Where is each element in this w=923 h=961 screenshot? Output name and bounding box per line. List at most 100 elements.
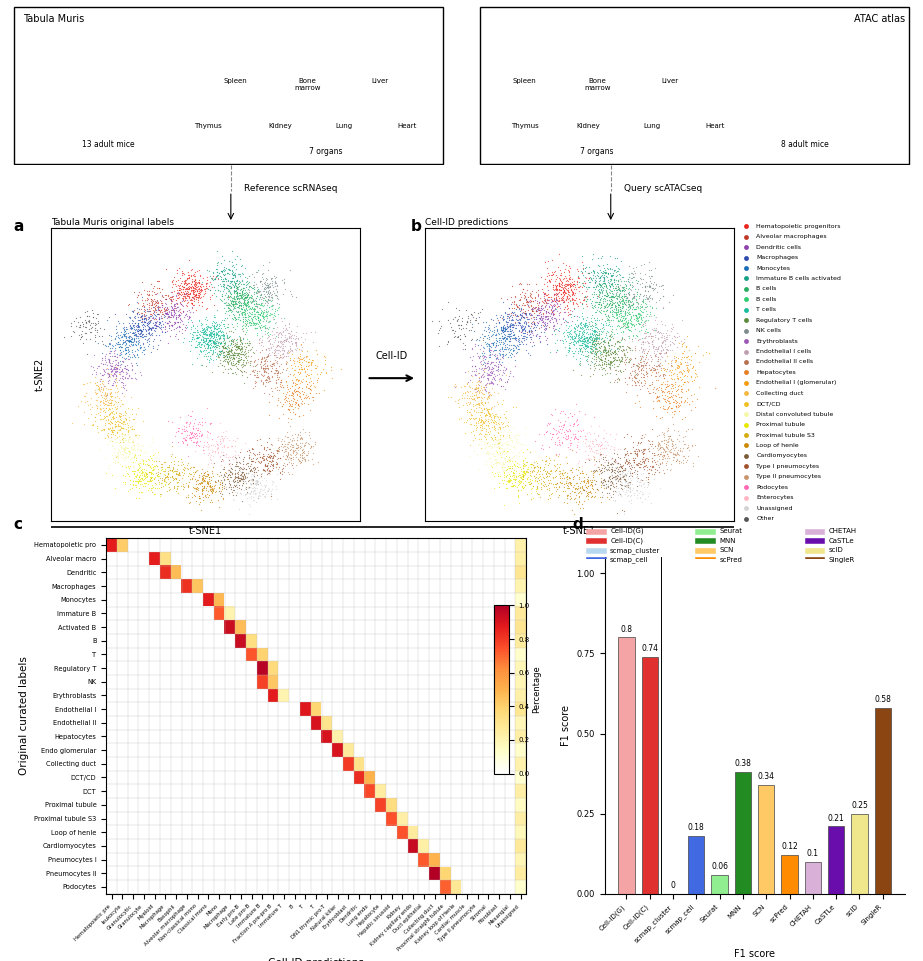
Point (613, 301, 628, 316)
Point (131, 316, 146, 332)
Point (118, 345, 133, 360)
Point (495, 437, 509, 453)
Point (111, 429, 126, 444)
Point (308, 360, 323, 376)
Point (116, 319, 131, 334)
Point (187, 281, 202, 296)
Point (515, 308, 530, 324)
Point (507, 449, 521, 464)
Point (642, 305, 657, 320)
Point (602, 278, 617, 293)
Point (265, 357, 280, 372)
Point (557, 270, 571, 285)
Point (521, 324, 536, 339)
Point (641, 333, 655, 349)
Point (235, 304, 250, 319)
Point (173, 286, 187, 302)
Point (481, 406, 496, 421)
Point (133, 367, 148, 382)
Point (579, 299, 593, 314)
Point (153, 471, 168, 486)
Point (256, 305, 270, 320)
Point (198, 464, 212, 480)
Point (545, 485, 559, 501)
Point (108, 454, 123, 469)
Point (581, 265, 596, 281)
Point (246, 353, 261, 368)
Point (518, 477, 533, 492)
Point (665, 387, 680, 403)
Point (146, 309, 161, 325)
Point (623, 313, 638, 329)
Point (481, 327, 496, 342)
Point (312, 366, 327, 382)
Point (586, 467, 601, 482)
Point (497, 305, 512, 320)
Point (174, 293, 189, 308)
Point (636, 336, 651, 352)
Point (453, 321, 468, 336)
Point (114, 363, 128, 379)
Point (272, 333, 287, 349)
Point (593, 343, 607, 358)
Point (122, 422, 137, 437)
Point (481, 367, 496, 382)
Point (576, 335, 591, 351)
Point (505, 312, 520, 328)
Point (259, 369, 274, 384)
Point (539, 308, 554, 323)
Point (262, 480, 277, 496)
Point (131, 474, 146, 489)
Point (288, 335, 303, 351)
Point (622, 322, 637, 337)
Point (474, 403, 489, 418)
Point (622, 480, 637, 495)
Point (261, 375, 276, 390)
Point (221, 352, 235, 367)
Point (234, 312, 248, 328)
Point (605, 467, 619, 482)
Point (189, 437, 204, 453)
Point (485, 369, 500, 384)
Point (186, 425, 201, 440)
Point (268, 341, 282, 357)
Point (292, 366, 306, 382)
Point (571, 269, 586, 284)
Point (90, 399, 104, 414)
Point (537, 474, 552, 489)
Point (516, 467, 531, 482)
Point (460, 412, 474, 428)
Point (260, 280, 275, 295)
Point (150, 295, 165, 310)
Point (481, 413, 496, 429)
Point (297, 424, 312, 439)
Point (473, 404, 487, 419)
Point (475, 331, 490, 346)
Point (491, 441, 506, 456)
Point (276, 323, 291, 338)
Point (186, 282, 201, 297)
Point (289, 328, 304, 343)
Point (529, 303, 544, 318)
Point (174, 312, 188, 328)
Point (149, 304, 163, 319)
Point (454, 410, 469, 426)
Point (601, 261, 616, 277)
Point (584, 336, 599, 352)
Point (241, 296, 256, 311)
Point (270, 371, 285, 386)
Point (613, 472, 628, 487)
Point (567, 430, 581, 445)
Point (262, 441, 277, 456)
Point (652, 393, 666, 408)
Point (207, 480, 222, 495)
Point (485, 359, 499, 375)
Point (234, 288, 248, 304)
Point (253, 449, 268, 464)
Point (583, 433, 598, 449)
Point (562, 326, 577, 341)
Point (572, 480, 587, 496)
Text: Unassigned: Unassigned (757, 505, 793, 510)
Point (557, 276, 572, 291)
Point (108, 331, 123, 346)
